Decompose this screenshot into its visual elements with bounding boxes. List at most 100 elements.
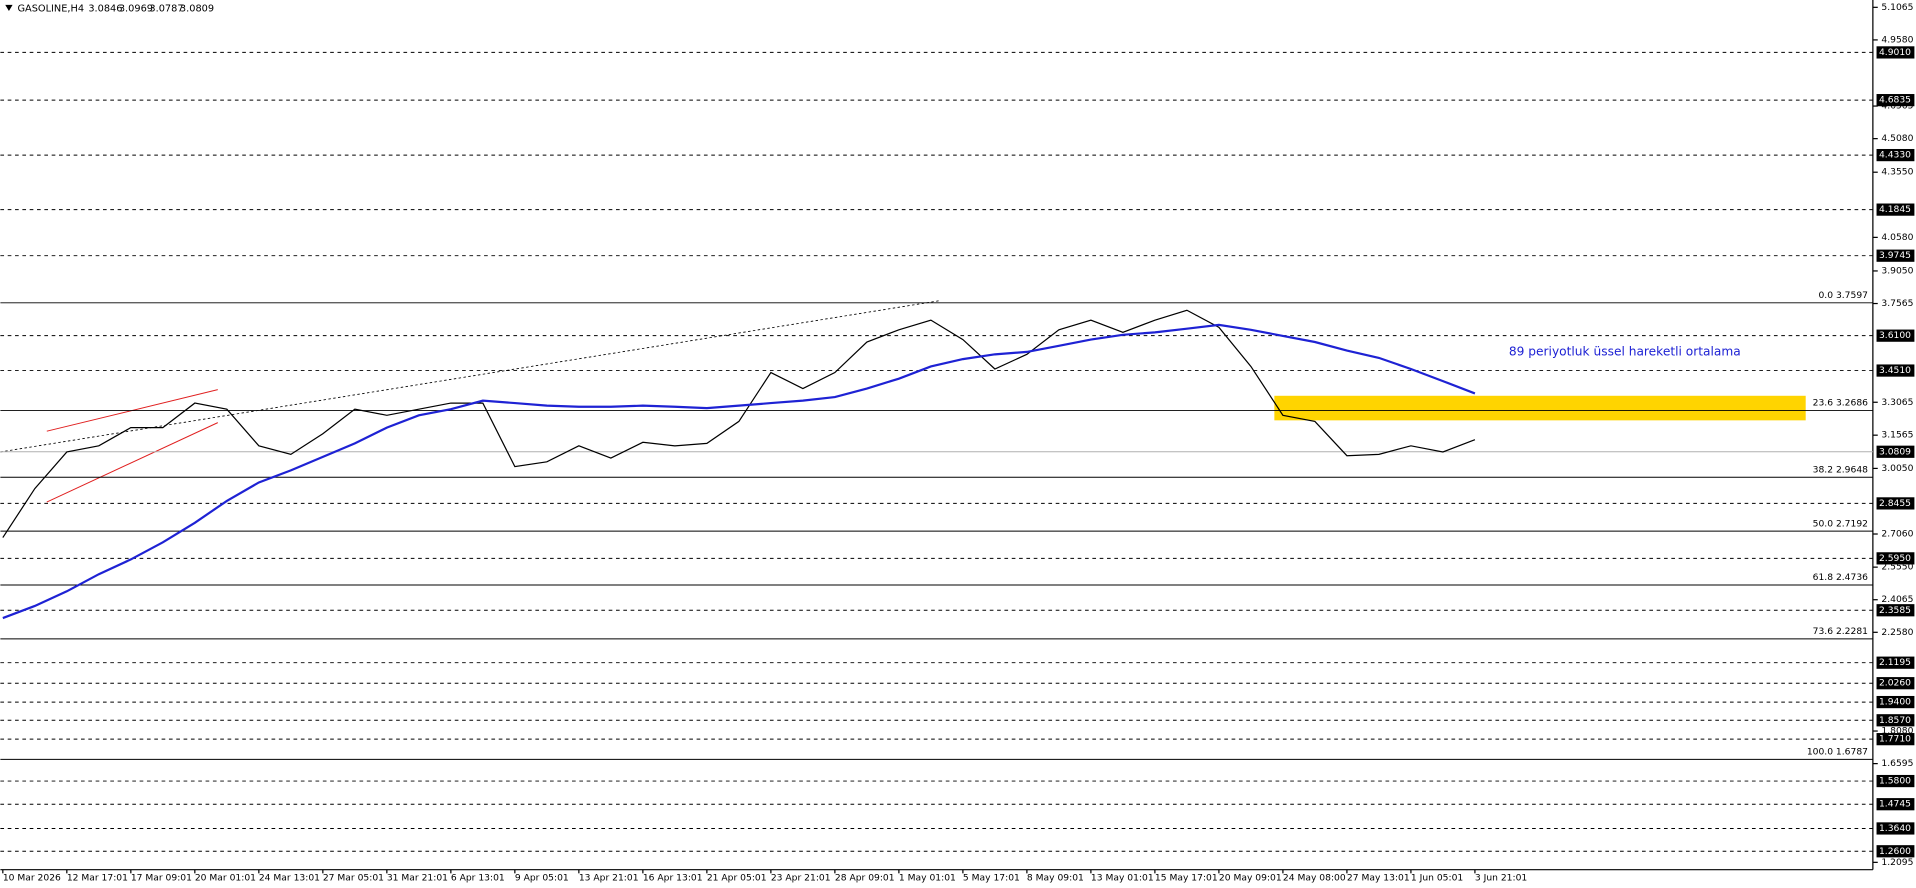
fib-label: 61.8 2.4736 [1813, 572, 1869, 583]
level-label: 2.3585 [1879, 605, 1911, 616]
x-tick-label: 27 May 13:01 [1347, 873, 1410, 884]
y-tick-label: 3.9050 [1881, 265, 1913, 276]
level-label: 1.4745 [1879, 799, 1911, 810]
x-tick-label: 15 May 17:01 [1155, 873, 1218, 884]
x-tick-label: 3 Jun 21:01 [1475, 873, 1527, 884]
level-label: 4.1845 [1879, 204, 1911, 215]
y-tick-label: 1.6595 [1881, 758, 1913, 769]
x-tick-label: 24 May 08:00 [1283, 873, 1346, 884]
fib-label: 23.6 3.2686 [1813, 398, 1869, 409]
x-tick-label: 1 Jun 05:01 [1411, 873, 1463, 884]
y-tick-label: 3.1565 [1881, 430, 1913, 441]
level-label-box [1876, 329, 1915, 342]
ema-line [2, 323, 1476, 620]
y-tick-label: 1.2095 [1881, 857, 1913, 868]
ohlc-value: 3.0809 [180, 4, 214, 15]
level-label-box [1876, 148, 1915, 162]
level-label: 3.9745 [1879, 250, 1911, 261]
x-tick-label: 31 Mar 21:01 [387, 873, 448, 884]
level-label-box [1876, 695, 1915, 709]
level-label: 3.4510 [1879, 365, 1911, 376]
y-tick-label: 4.5080 [1881, 133, 1913, 144]
level-label: 2.8455 [1879, 498, 1911, 509]
level-label: 1.5800 [1879, 776, 1911, 787]
current-price-label: 3.0809 [1879, 446, 1911, 457]
y-tick-label: 1.8080 [1881, 726, 1913, 737]
x-tick-label: 5 May 17:01 [963, 873, 1020, 884]
level-label: 1.9400 [1879, 697, 1911, 708]
x-tick-label: 9 Apr 05:01 [515, 873, 569, 884]
supply-zone [1274, 395, 1806, 421]
level-label-box [1876, 46, 1915, 59]
level-label: 2.1195 [1879, 657, 1911, 668]
x-tick-label: 13 May 01:01 [1091, 873, 1154, 884]
x-tick-label: 16 Apr 13:01 [643, 873, 703, 884]
fib-label: 38.2 2.9648 [1813, 464, 1869, 475]
price-line [2, 309, 1476, 538]
fib-label: 50.0 2.7192 [1813, 518, 1868, 529]
y-tick-label: 5.1065 [1881, 2, 1913, 13]
symbol: GASOLINE,H4 [17, 4, 84, 15]
x-tick-label: 12 Mar 17:01 [67, 873, 128, 884]
level-label: 4.6835 [1879, 95, 1911, 106]
x-tick-label: 6 Apr 13:01 [451, 873, 505, 884]
x-tick-label: 20 May 09:01 [1219, 873, 1282, 884]
level-label: 2.0260 [1879, 678, 1911, 689]
current-price-box [1876, 445, 1915, 458]
level-label-box [1876, 845, 1915, 858]
level-label: 1.2600 [1879, 846, 1911, 857]
x-tick-label: 21 Apr 05:01 [707, 873, 767, 884]
level-label-box [1876, 714, 1915, 727]
channel-lower [46, 422, 219, 503]
level-label-box [1876, 552, 1915, 565]
level-label-box [1876, 364, 1915, 377]
y-tick-label: 3.3065 [1881, 397, 1913, 408]
annotation: 89 periyotluk üssel hareketli ortalama [1509, 344, 1741, 358]
ohlc-value: 3.0846 [88, 4, 122, 15]
level-label-box [1876, 249, 1915, 262]
level-label: 1.7710 [1879, 734, 1911, 745]
y-tick-label: 2.4065 [1881, 594, 1913, 605]
x-tick-label: 23 Apr 21:01 [771, 873, 831, 884]
level-label-box [1876, 497, 1915, 510]
level-label-box [1876, 94, 1915, 107]
y-tick-label: 4.9580 [1881, 34, 1913, 45]
level-label-box [1876, 733, 1915, 746]
y-tick-label: 4.0580 [1881, 232, 1913, 243]
level-label-box [1876, 798, 1915, 811]
y-tick-label: 3.0050 [1881, 463, 1913, 474]
level-label: 4.9010 [1879, 47, 1911, 58]
x-tick-label: 28 Apr 09:01 [835, 873, 895, 884]
y-tick-label: 4.3550 [1881, 167, 1913, 178]
level-label-box [1876, 203, 1915, 216]
fib-label: 100.0 1.6787 [1807, 747, 1868, 758]
fib-label: 73.6 2.2281 [1813, 626, 1868, 637]
ohlc-value: 3.0787 [149, 4, 183, 15]
level-label-box [1876, 774, 1915, 788]
level-label-box [1876, 677, 1915, 690]
x-tick-label: 27 Mar 05:01 [323, 873, 384, 884]
x-tick-label: 1 May 01:01 [899, 873, 956, 884]
x-tick-label: 10 Mar 2026 [3, 873, 61, 884]
y-tick-label: 2.5550 [1881, 562, 1913, 573]
x-tick-label: 17 Mar 09:01 [131, 873, 192, 884]
x-tick-label: 13 Apr 21:01 [579, 873, 639, 884]
level-label: 4.4330 [1879, 150, 1911, 161]
y-tick-label: 2.7060 [1881, 529, 1913, 540]
x-tick-label: 20 Mar 01:01 [195, 873, 256, 884]
level-label-box [1876, 604, 1915, 617]
x-tick-label: 8 May 09:01 [1027, 873, 1084, 884]
y-tick-label: 3.7565 [1881, 298, 1913, 309]
level-label-box [1876, 822, 1915, 835]
level-label-box [1876, 656, 1915, 669]
level-label: 1.8570 [1879, 715, 1911, 726]
level-label: 2.5950 [1879, 553, 1911, 564]
fib-label: 0.0 3.7597 [1818, 290, 1868, 301]
y-tick-label: 2.2580 [1881, 627, 1913, 638]
level-label: 3.6100 [1879, 330, 1911, 341]
x-tick-label: 24 Mar 13:01 [259, 873, 320, 884]
ohlc-value: 3.0969 [119, 4, 153, 15]
collapse-icon[interactable] [5, 4, 13, 11]
